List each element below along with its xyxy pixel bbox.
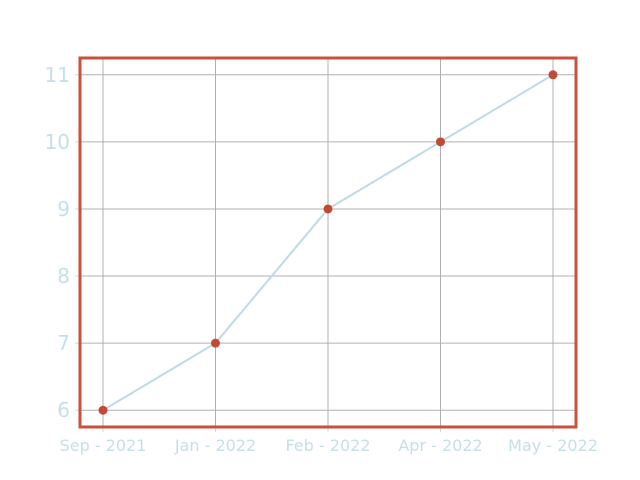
y-tick-label: 6 <box>57 398 70 422</box>
y-tick-label: 11 <box>45 63 70 87</box>
data-point <box>98 405 108 415</box>
x-tick-label: Sep - 2021 <box>60 436 147 455</box>
y-tick-label: 8 <box>57 264 70 288</box>
y-tick-label: 7 <box>57 331 70 355</box>
y-tick-label: 9 <box>57 197 70 221</box>
x-tick-label: Feb - 2022 <box>286 436 371 455</box>
grid <box>80 58 576 427</box>
plot-frame <box>78 56 578 429</box>
data-point <box>211 338 220 348</box>
data-points <box>98 70 558 415</box>
x-tick-label: Jan - 2022 <box>174 436 256 455</box>
x-tick-label: Apr - 2022 <box>398 436 482 455</box>
x-tick-label: May - 2022 <box>508 436 598 455</box>
data-point <box>436 137 445 147</box>
x-axis-ticks: Sep - 2021 Jan - 2022 Feb - 2022 Apr - 2022… <box>60 427 598 455</box>
y-tick-label: 10 <box>45 130 70 154</box>
y-axis-ticks: 6 7 8 9 10 11 <box>45 63 80 422</box>
data-point <box>548 70 558 80</box>
data-point <box>323 204 333 214</box>
